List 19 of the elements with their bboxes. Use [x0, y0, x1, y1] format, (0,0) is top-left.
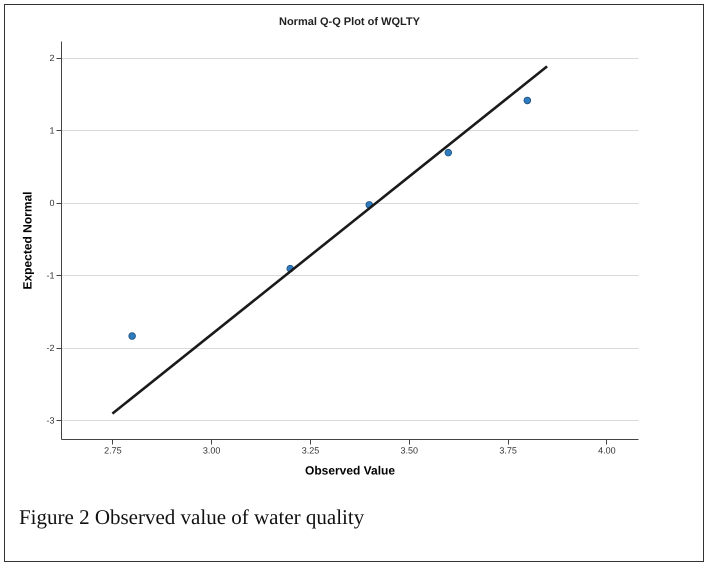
y-axis-title: Expected Normal	[20, 191, 34, 290]
x-tick-label: 2.75	[104, 446, 122, 456]
y-tick-label: 1	[49, 126, 54, 136]
point	[444, 148, 452, 156]
y-tick-label: -2	[46, 343, 54, 354]
caption: Figure 2 Observed value of water quality	[19, 505, 364, 530]
x-axis-title: Observed Value	[304, 464, 396, 478]
point	[524, 96, 532, 104]
y-tick-label: 0	[49, 198, 54, 208]
y-tick-label: -3	[46, 416, 54, 426]
y-tick-label: -1	[46, 270, 54, 281]
x-tick-label: 4.00	[598, 446, 616, 456]
x-tick-label: 3.75	[499, 446, 517, 456]
y-tick-label: 2	[49, 53, 54, 64]
x-tick-label: 3.50	[400, 446, 418, 456]
chart-title: Normal Q-Q Plot of WQLTY	[279, 16, 421, 28]
x-tick-label: 3.00	[202, 446, 220, 456]
x-tick-label: 3.25	[302, 446, 320, 456]
point	[128, 332, 136, 340]
